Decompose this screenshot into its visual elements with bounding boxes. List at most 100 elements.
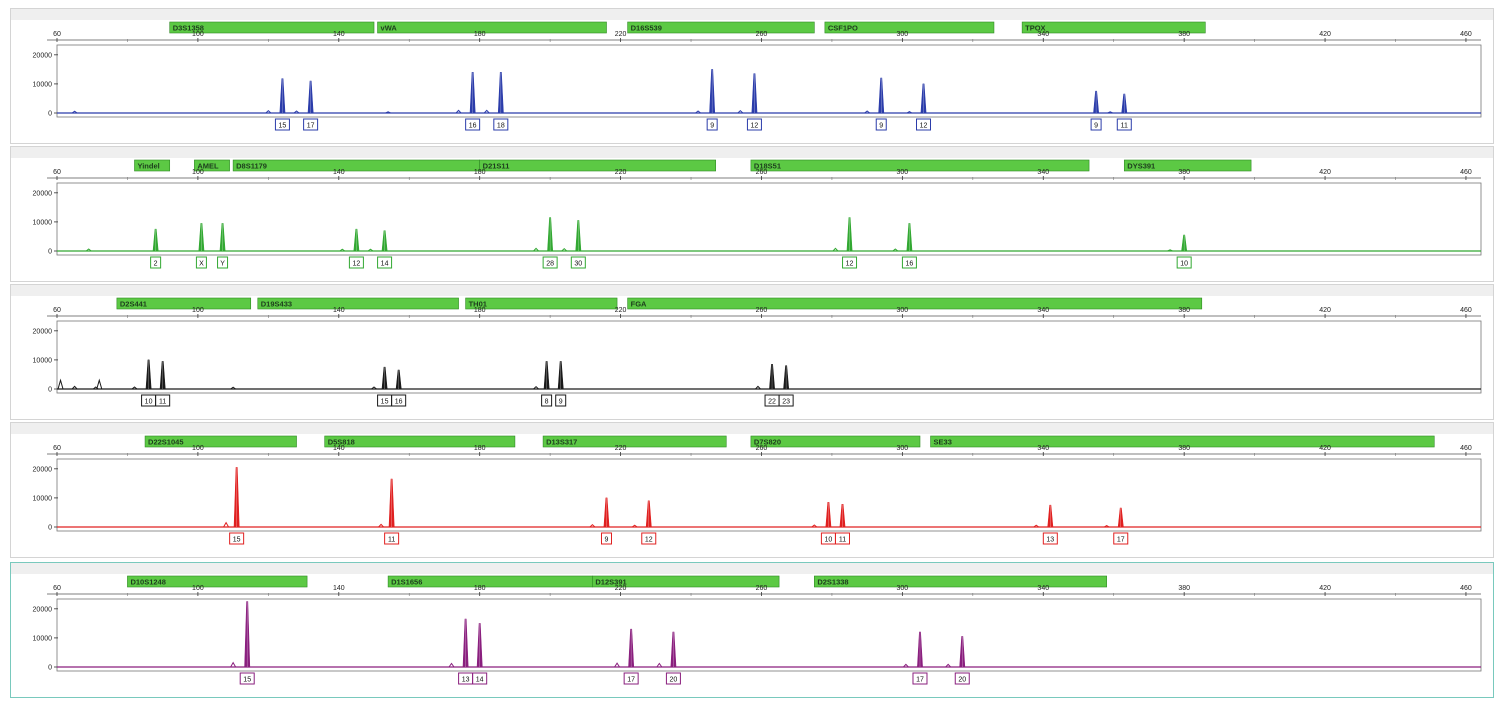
- allele-peak[interactable]: [751, 73, 758, 114]
- locus-label: TH01: [469, 300, 487, 309]
- allele-label[interactable]: 11: [1116, 118, 1132, 131]
- allele-label[interactable]: 10: [820, 532, 836, 545]
- minor-peak: [455, 109, 462, 114]
- minor-peak: [339, 248, 346, 252]
- allele-label[interactable]: 28: [542, 256, 558, 269]
- allele-label[interactable]: 10: [141, 394, 157, 407]
- allele-peak[interactable]: [219, 223, 226, 252]
- allele-peak[interactable]: [603, 497, 610, 528]
- allele-peak[interactable]: [628, 628, 635, 668]
- locus-bin: D7S820: [750, 435, 921, 448]
- allele-label[interactable]: 23: [778, 394, 794, 407]
- allele-peak[interactable]: [1117, 507, 1124, 528]
- allele-label[interactable]: 30: [570, 256, 586, 269]
- allele-peak[interactable]: [645, 500, 652, 528]
- allele-peak[interactable]: [825, 501, 832, 528]
- allele-peak[interactable]: [547, 217, 554, 252]
- allele-peak[interactable]: [557, 361, 564, 390]
- allele-label[interactable]: 11: [155, 394, 171, 407]
- allele-peak[interactable]: [198, 223, 205, 252]
- allele-peak[interactable]: [145, 359, 152, 390]
- allele-label[interactable]: 17: [912, 672, 928, 685]
- allele-peak[interactable]: [917, 631, 923, 668]
- allele-label[interactable]: 9: [1090, 118, 1102, 131]
- dye-channel-panel: Mark Sample for DeletionYindelAMELD8S117…: [10, 146, 1494, 282]
- allele-peak[interactable]: [769, 363, 775, 390]
- allele-label[interactable]: 11: [384, 532, 400, 545]
- locus-bin: D21S11: [479, 159, 716, 172]
- allele-peak[interactable]: [906, 223, 913, 252]
- allele-label[interactable]: 14: [377, 256, 393, 269]
- allele-label[interactable]: 20: [665, 672, 681, 685]
- allele-peak[interactable]: [497, 71, 504, 114]
- allele-label[interactable]: 17: [303, 118, 319, 131]
- allele-label[interactable]: 12: [842, 256, 858, 269]
- allele-peak[interactable]: [1093, 90, 1100, 114]
- allele-label[interactable]: 12: [746, 118, 762, 131]
- allele-peak[interactable]: [709, 69, 716, 114]
- allele-label[interactable]: 9: [706, 118, 718, 131]
- y-tick-label: 10000: [33, 219, 53, 226]
- allele-peak[interactable]: [462, 618, 469, 668]
- x-tick-label: 340: [1037, 31, 1049, 38]
- allele-peak[interactable]: [670, 631, 677, 668]
- allele-peak[interactable]: [575, 220, 582, 252]
- allele-label[interactable]: 8: [541, 394, 553, 407]
- allele-peak[interactable]: [543, 361, 550, 390]
- locus-label: TPOX: [1025, 24, 1045, 33]
- allele-label[interactable]: 16: [465, 118, 481, 131]
- allele-label[interactable]: 9: [555, 394, 567, 407]
- allele-call-text: 13: [1046, 537, 1054, 544]
- allele-peak[interactable]: [381, 366, 388, 390]
- allele-label[interactable]: 14: [472, 672, 488, 685]
- allele-label[interactable]: 16: [391, 394, 407, 407]
- allele-label[interactable]: 15: [377, 394, 393, 407]
- allele-peak[interactable]: [244, 601, 251, 668]
- allele-peak[interactable]: [878, 77, 885, 114]
- allele-label[interactable]: 18: [493, 118, 509, 131]
- allele-label[interactable]: 22: [764, 394, 780, 407]
- allele-label[interactable]: 12: [348, 256, 364, 269]
- allele-peak[interactable]: [839, 504, 846, 528]
- allele-label[interactable]: Y: [217, 256, 229, 269]
- allele-peak[interactable]: [1121, 93, 1128, 114]
- minor-peak: [892, 248, 899, 252]
- allele-peak[interactable]: [846, 217, 853, 252]
- allele-peak[interactable]: [1181, 234, 1188, 252]
- locus-label: SE33: [934, 438, 952, 447]
- dye-channel-panel: Mark Sample for DeletionD22S1045D5S818D1…: [10, 422, 1494, 558]
- allele-label[interactable]: 17: [623, 672, 639, 685]
- allele-peak[interactable]: [388, 478, 395, 528]
- allele-peak[interactable]: [783, 365, 790, 390]
- allele-peak[interactable]: [159, 361, 166, 390]
- allele-peak[interactable]: [307, 80, 314, 114]
- allele-peak[interactable]: [920, 83, 927, 114]
- allele-label[interactable]: 2: [150, 256, 162, 269]
- allele-label[interactable]: 15: [274, 118, 290, 131]
- allele-label[interactable]: 12: [916, 118, 932, 131]
- allele-call-text: 12: [846, 261, 854, 268]
- allele-peak[interactable]: [395, 369, 402, 390]
- allele-label[interactable]: 13: [1042, 532, 1058, 545]
- allele-peak[interactable]: [476, 623, 483, 668]
- allele-label[interactable]: 9: [875, 118, 887, 131]
- allele-peak[interactable]: [233, 467, 240, 528]
- allele-peak[interactable]: [353, 228, 360, 252]
- allele-label[interactable]: 12: [641, 532, 657, 545]
- allele-label[interactable]: 10: [1176, 256, 1192, 269]
- allele-label[interactable]: 15: [239, 672, 255, 685]
- allele-peak[interactable]: [959, 636, 966, 668]
- allele-label[interactable]: 20: [954, 672, 970, 685]
- allele-peak[interactable]: [469, 71, 476, 114]
- allele-peak[interactable]: [1047, 504, 1054, 528]
- allele-peak[interactable]: [381, 230, 388, 252]
- allele-label[interactable]: 15: [229, 532, 245, 545]
- allele-peak[interactable]: [279, 78, 286, 114]
- allele-label[interactable]: 13: [458, 672, 474, 685]
- allele-label[interactable]: 17: [1113, 532, 1129, 545]
- allele-label[interactable]: X: [195, 256, 207, 269]
- allele-label[interactable]: 16: [901, 256, 917, 269]
- allele-peak[interactable]: [152, 228, 159, 252]
- allele-label[interactable]: 11: [834, 532, 850, 545]
- allele-label[interactable]: 9: [600, 532, 612, 545]
